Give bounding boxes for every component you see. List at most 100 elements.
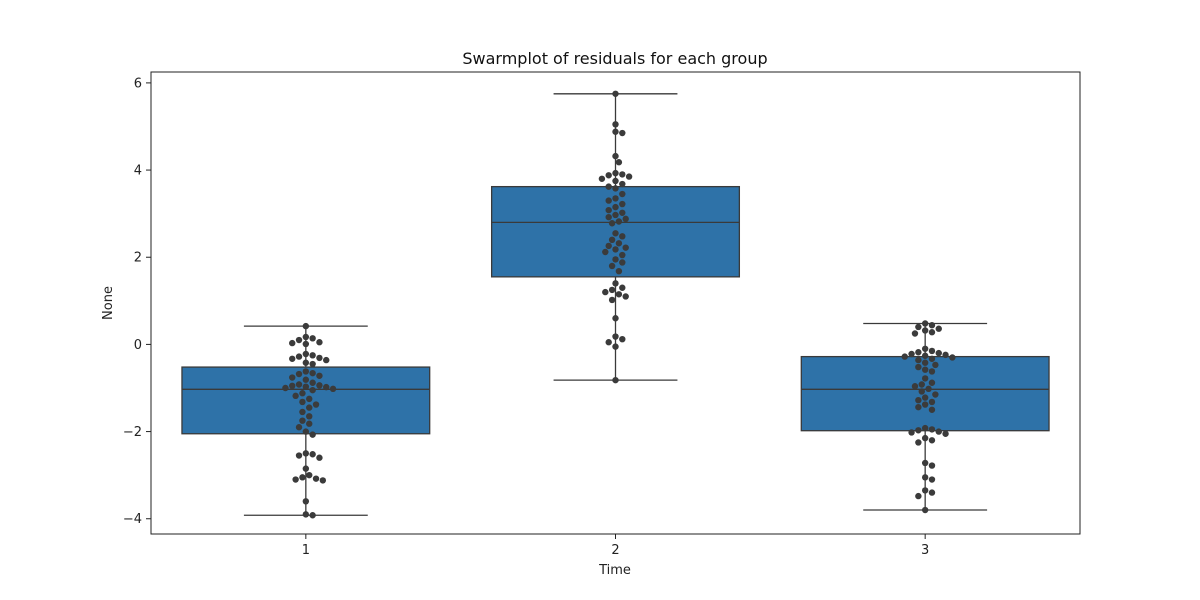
swarm-point (605, 183, 612, 190)
swarm-point (306, 420, 313, 427)
swarm-point (935, 349, 942, 357)
swarm-point (619, 335, 626, 343)
swarm-point (911, 330, 919, 337)
swarm-point (915, 356, 922, 364)
swarm-point (608, 262, 616, 270)
swarm-point (619, 233, 626, 240)
swarm-point (608, 296, 616, 304)
swarm-point (598, 175, 606, 182)
box-iqr (800, 355, 1050, 432)
swarm-point (605, 339, 612, 346)
swarm-point (921, 345, 929, 352)
swarm-point (312, 401, 320, 408)
swarm-point (901, 353, 908, 360)
swarm-point (612, 211, 619, 219)
swarm-point (612, 333, 619, 340)
swarm-point (619, 284, 626, 291)
swarm-point (615, 218, 623, 225)
swarm-point (615, 291, 623, 298)
swarm-point (928, 489, 936, 496)
swarm-point (612, 185, 619, 192)
swarm-point (921, 459, 929, 467)
swarm-point (612, 121, 619, 128)
swarm-point (309, 335, 316, 342)
swarm-point (306, 404, 313, 411)
swarm-point (619, 251, 626, 259)
swarm-point (289, 382, 296, 390)
swarm-point (612, 90, 619, 97)
swarm-point (299, 408, 306, 416)
swarm-point (299, 474, 306, 481)
swarm-point (302, 450, 310, 457)
swarm-point (309, 379, 316, 386)
swarm-point (615, 159, 623, 166)
x-tick-label: 2 (611, 543, 619, 558)
y-tick-label: 4 (134, 164, 142, 179)
swarm-point (302, 359, 310, 366)
swarm-point (312, 475, 320, 482)
swarm-point (612, 152, 619, 160)
swarm-point (908, 429, 915, 436)
swarm-point (612, 169, 619, 177)
x-tick-label: 1 (302, 543, 310, 558)
swarm-point (309, 451, 316, 458)
swarm-point (942, 351, 949, 359)
swarm-point (921, 434, 929, 442)
swarm-point (295, 336, 303, 344)
swarm-point (619, 209, 626, 216)
swarm-point (612, 128, 619, 135)
swarm-point (915, 492, 922, 500)
swarm-point (302, 368, 310, 375)
swarm-point (302, 465, 310, 472)
swarm-point (921, 401, 929, 408)
swarm-point (928, 329, 936, 336)
swarm-point (306, 413, 313, 420)
y-tick-label: −4 (123, 512, 142, 527)
swarm-point (295, 370, 303, 378)
swarm-point (299, 390, 306, 397)
swarm-point (918, 388, 925, 395)
swarm-point (295, 353, 303, 360)
plot-area: −4 −2 0 2 4 6 1 2 3 (123, 71, 1081, 558)
swarm-point (619, 259, 626, 266)
box-group-3 (800, 320, 1050, 514)
swarm-point (608, 236, 616, 244)
swarm-point (619, 129, 626, 137)
swarm-point (908, 350, 915, 358)
swarm-point (309, 431, 316, 438)
swarm-point (915, 349, 922, 356)
swarm-point (605, 242, 612, 250)
swarm-point (302, 428, 310, 435)
swarm-point (309, 369, 316, 377)
swarm-point (935, 325, 942, 332)
swarm-point (612, 376, 619, 384)
swarm-point (612, 256, 619, 263)
swarm-point (928, 437, 936, 444)
swarm-point (292, 392, 299, 400)
swarm-point (921, 487, 929, 494)
swarm-point (605, 197, 612, 204)
swarm-point (619, 171, 626, 178)
swarm-point (921, 375, 929, 382)
swarm-point (921, 506, 929, 514)
swarm-point (921, 327, 929, 334)
swarm-point (309, 360, 316, 368)
swarm-point (309, 386, 316, 394)
swarm-point (608, 220, 616, 227)
swarm-point (309, 352, 316, 359)
swarm-point (921, 359, 929, 366)
swarm-point (316, 354, 323, 362)
swarm-point (299, 417, 306, 424)
swarm-point (915, 323, 922, 331)
swarm-point (316, 339, 323, 346)
swarm-point (928, 379, 936, 386)
swarm-point (928, 355, 936, 362)
swarm-point (911, 383, 919, 390)
swarm-point (612, 315, 619, 322)
swarm-point (605, 172, 612, 179)
swarm-point (928, 462, 936, 469)
swarm-point (316, 454, 323, 461)
y-tick-label: 2 (134, 251, 142, 266)
swarm-point (619, 190, 626, 198)
